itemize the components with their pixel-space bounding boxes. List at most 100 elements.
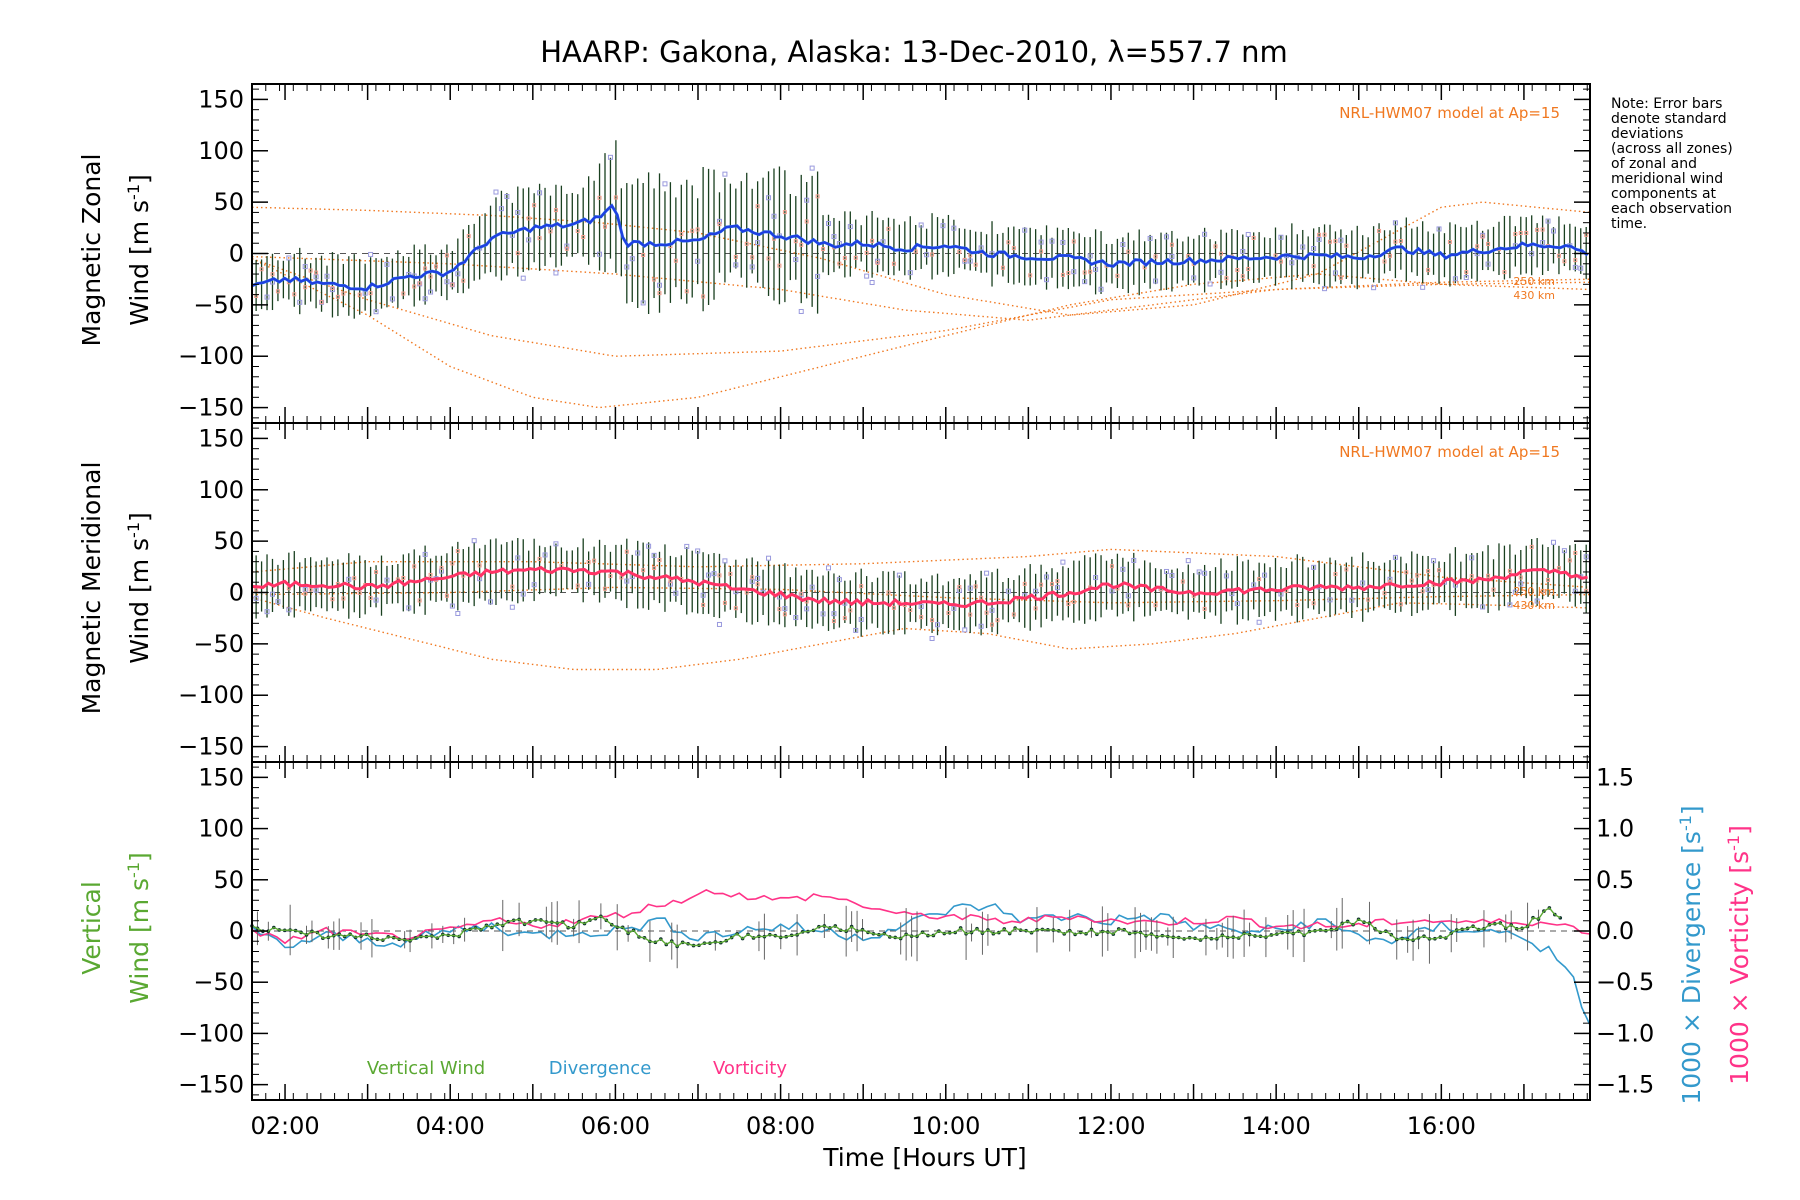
vertical-ylabel-2: Wind [m s-1] (124, 852, 154, 1004)
zone-point (864, 273, 870, 279)
zone-point-alt (930, 618, 935, 623)
zone-point-alt (684, 289, 689, 294)
zone-point-alt (1202, 606, 1207, 611)
note-line-7: components at (1611, 186, 1717, 202)
vertical-wind-line (251, 906, 1561, 948)
zone-point (700, 592, 706, 598)
zone-point (302, 586, 308, 592)
zone-point-alt (930, 252, 935, 257)
zone-point (520, 591, 526, 597)
zone-point (586, 581, 592, 587)
zone-point-alt (1447, 240, 1452, 245)
meridional-ylabel-sup: -1 (124, 522, 143, 538)
zone-point (455, 271, 461, 277)
zone-point-alt (1109, 564, 1114, 569)
zone-point-alt (1311, 264, 1316, 269)
zone-point-alt (821, 247, 826, 252)
meridional-ylabel: Magnetic Meridional (77, 462, 106, 715)
zone-point (657, 282, 663, 288)
zone-point (1082, 279, 1088, 285)
zone-point (455, 611, 461, 617)
y-tick-label: 150 (198, 424, 244, 452)
zone-point-alt (352, 576, 357, 581)
zone-point-alt (575, 583, 580, 588)
zone-point-alt (1426, 569, 1431, 574)
zone-point-alt (979, 595, 984, 600)
zone-point (1098, 286, 1104, 292)
zone-point (515, 209, 521, 215)
zone-point (836, 577, 842, 583)
divergence-ylabel-text: 1000 × Divergence [s-1] (1676, 805, 1706, 1104)
zone-point (722, 171, 728, 177)
zone-point (1109, 588, 1115, 594)
zone-point (1529, 251, 1535, 257)
zone-point (269, 591, 275, 597)
zone-point (951, 605, 957, 611)
zone-point (798, 308, 804, 314)
zone-point-alt (1529, 544, 1534, 549)
zone-point-alt (428, 274, 433, 279)
zone-point (635, 550, 641, 556)
zonal-ylabel-line1: Magnetic Zonal (77, 154, 106, 347)
y-tick-label: −150 (178, 1071, 244, 1099)
vertical-error-bars (251, 897, 1539, 969)
zone-point-alt (1115, 273, 1120, 278)
zone-point-alt (341, 596, 346, 601)
zone-point (1191, 275, 1197, 281)
zone-point (951, 225, 957, 231)
x-tick-label: 16:00 (1407, 1112, 1476, 1140)
zone-point-alt (613, 195, 618, 200)
zone-point (1044, 574, 1050, 580)
zone-point-alt (439, 565, 444, 570)
zone-point-alt (1480, 234, 1485, 239)
zone-point (755, 575, 761, 581)
zone-point-alt (701, 602, 706, 607)
zone-point-alt (455, 549, 460, 554)
zone-point (1234, 601, 1240, 607)
vertical-ylabel-end: ] (125, 852, 154, 862)
zone-point (771, 213, 777, 219)
zone-point-alt (962, 257, 967, 262)
zonal-ylabel-text: Wind [m s (125, 200, 154, 326)
zone-point (477, 576, 483, 582)
zone-point (967, 585, 973, 591)
zone-point-alt (603, 586, 608, 591)
zone-point (1311, 564, 1317, 570)
zone-point-alt (1235, 268, 1240, 273)
zone-point-alt (575, 228, 580, 233)
vorticity-line (251, 889, 1591, 945)
divergence-ylabel-main: 1000 × Divergence [s (1677, 831, 1706, 1105)
zone-point (1060, 239, 1066, 245)
zone-point (695, 258, 701, 264)
zone-point-alt (1066, 601, 1071, 606)
zone-point-alt (842, 616, 847, 621)
zone-point (1507, 602, 1513, 608)
zone-point-alt (270, 272, 275, 277)
zone-point (313, 587, 319, 593)
zone-point-alt (957, 249, 962, 254)
zone-point (1207, 281, 1213, 287)
zone-point-alt (766, 256, 771, 261)
zone-point (520, 275, 526, 281)
zone-point (253, 595, 259, 601)
zone-point-alt (412, 284, 417, 289)
y2-tick-label: −0.5 (1596, 968, 1654, 996)
zone-point (297, 299, 303, 305)
zone-point (597, 251, 603, 257)
zone-point (389, 296, 395, 302)
zone-point (722, 558, 728, 564)
zone-point (978, 623, 984, 629)
x-tick-label: 06:00 (581, 1112, 650, 1140)
zone-point-alt (1333, 239, 1338, 244)
zonal-ylabel-end: ] (125, 174, 154, 184)
zone-point-alt (1524, 230, 1529, 235)
zone-point (766, 195, 772, 201)
zone-point-alt (1049, 582, 1054, 587)
zone-point (1033, 588, 1039, 594)
zone-point-alt (1251, 235, 1256, 240)
zone-point (651, 552, 657, 558)
zone-point (428, 289, 434, 295)
y-tick-label: 50 (213, 866, 244, 894)
x-tick-label: 14:00 (1242, 1112, 1311, 1140)
